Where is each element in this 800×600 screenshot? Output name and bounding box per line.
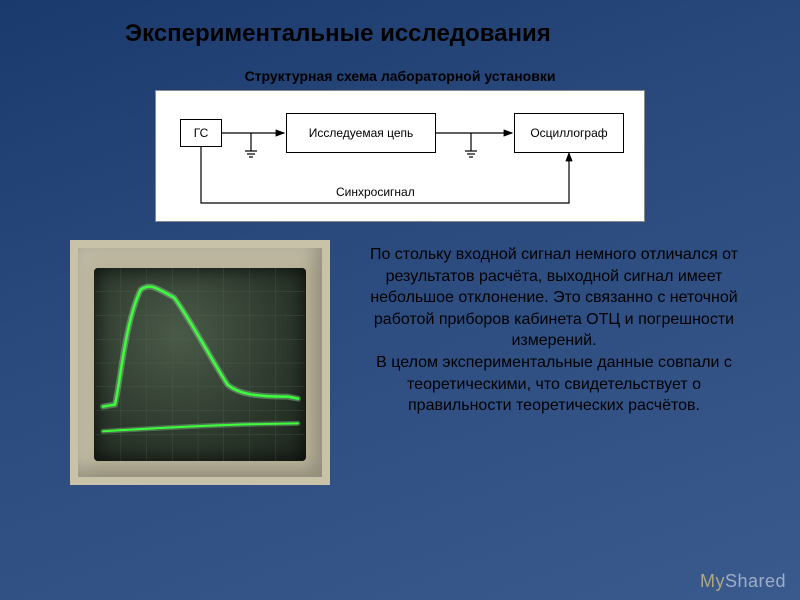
watermark-right: Shared bbox=[725, 571, 786, 591]
oscilloscope-traces bbox=[94, 268, 306, 461]
block-gs: ГС bbox=[180, 119, 222, 147]
watermark-left: My bbox=[700, 571, 725, 591]
body-paragraph: По стольку входной сигнал немного отлича… bbox=[358, 240, 760, 417]
block-circuit: Исследуемая цепь bbox=[286, 113, 436, 153]
oscilloscope-screen bbox=[94, 268, 306, 461]
lower-row: По стольку входной сигнал немного отлича… bbox=[0, 222, 800, 485]
block-oscilloscope: Осциллограф bbox=[514, 113, 624, 153]
trace-input bbox=[103, 287, 298, 407]
sync-signal-label: Синхросигнал bbox=[336, 185, 415, 199]
block-diagram: ГС Исследуемая цепь Осциллограф Синхроси… bbox=[155, 90, 645, 222]
page-title: Экспериментальные исследования bbox=[0, 0, 800, 56]
diagram-caption: Структурная схема лабораторной установки bbox=[0, 56, 800, 90]
oscilloscope-photo bbox=[70, 240, 330, 485]
diagram-arrows bbox=[156, 91, 646, 223]
block-diagram-container: ГС Исследуемая цепь Осциллограф Синхроси… bbox=[0, 90, 800, 222]
watermark: MyShared bbox=[700, 571, 786, 592]
